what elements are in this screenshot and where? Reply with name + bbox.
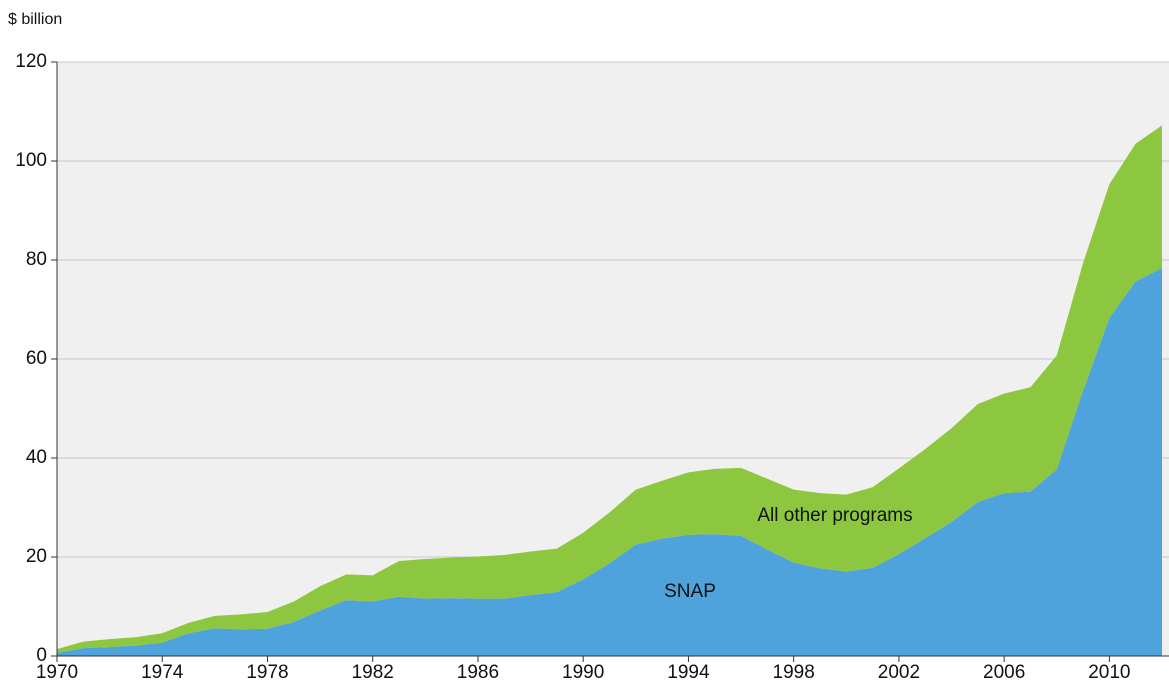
y-tick-label: 80 [26, 249, 47, 270]
x-tick-label: 1998 [773, 662, 815, 683]
series-label: All other programs [757, 505, 912, 526]
x-tick-label: 1978 [246, 662, 288, 683]
area [57, 125, 1162, 654]
x-tick-label: 2010 [1088, 662, 1130, 683]
y-tick-label: 40 [26, 447, 47, 468]
x-tick-label: 1982 [352, 662, 394, 683]
x-tick-label: 1990 [562, 662, 604, 683]
series-label: SNAP [664, 581, 716, 602]
y-tick-label: 120 [15, 51, 47, 72]
x-tick-label: 1970 [36, 662, 78, 683]
y-tick-label: 0 [36, 645, 47, 666]
area [57, 267, 1162, 656]
y-tick-label: 20 [26, 546, 47, 567]
x-tick-label: 1986 [457, 662, 499, 683]
x-tick-label: 2002 [878, 662, 920, 683]
y-axis-label: $ billion [8, 11, 62, 28]
x-tick-label: 1994 [667, 662, 710, 683]
x-tick-label: 2006 [983, 662, 1025, 683]
y-tick-label: 60 [26, 348, 47, 369]
y-tick-label: 100 [15, 150, 47, 171]
x-tick-label: 1974 [141, 662, 184, 683]
